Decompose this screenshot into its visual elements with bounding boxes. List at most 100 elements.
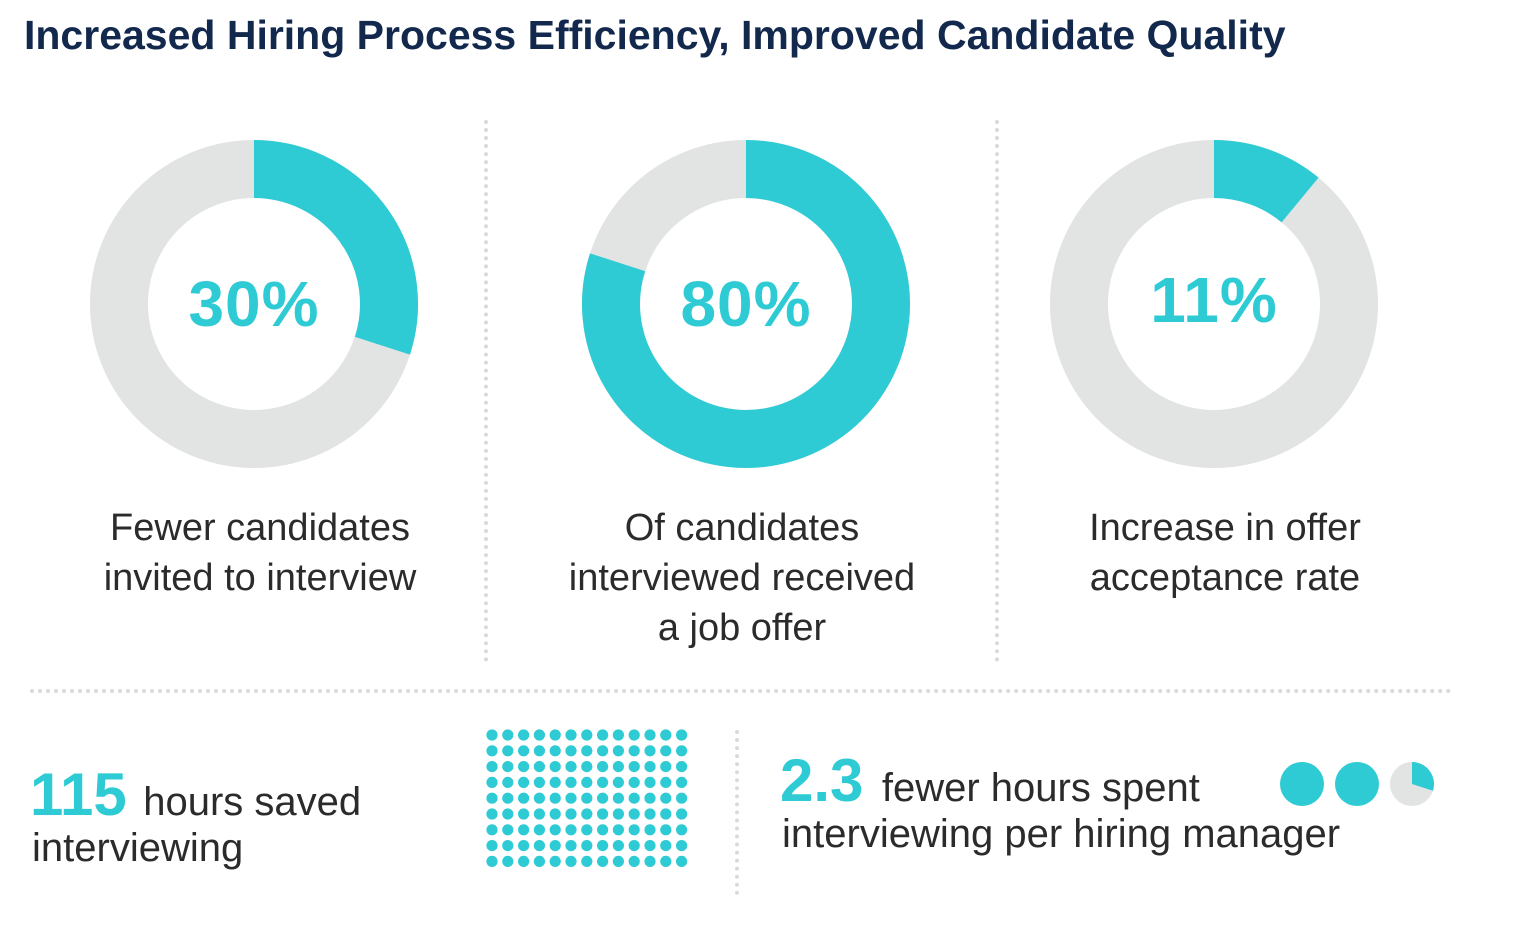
- hours-fraction-icons: [1280, 762, 1434, 806]
- dot: [660, 776, 672, 788]
- caption-line: Increase in offer: [1089, 507, 1361, 549]
- dot: [486, 776, 498, 788]
- dot: [644, 729, 656, 741]
- separator-vertical-bottom: [735, 730, 739, 895]
- dot: [612, 792, 624, 804]
- page-title: Increased Hiring Process Efficiency, Imp…: [24, 12, 1286, 58]
- donut-svg: [90, 140, 418, 468]
- dot: [628, 729, 640, 741]
- dot: [549, 792, 561, 804]
- dot: [597, 792, 609, 804]
- dot: [565, 840, 577, 852]
- partial-hour-icon-slice: [1412, 762, 1434, 791]
- dot: [502, 745, 514, 757]
- donut-value-label: 30%: [188, 268, 320, 340]
- dot: [644, 745, 656, 757]
- dot: [597, 761, 609, 773]
- dot: [581, 776, 593, 788]
- dot: [549, 761, 561, 773]
- dot: [628, 840, 640, 852]
- dot: [533, 855, 545, 867]
- dot: [549, 745, 561, 757]
- dot: [565, 792, 577, 804]
- donut-chart-fewer-candidates: 30%: [89, 139, 419, 469]
- dot: [612, 824, 624, 836]
- dot: [644, 792, 656, 804]
- dot: [565, 776, 577, 788]
- dot: [612, 840, 624, 852]
- caption-line: interviewed received: [568, 557, 916, 599]
- separator-vertical-2: [995, 120, 999, 662]
- full-hour-icon: [1335, 762, 1379, 806]
- dot: [502, 855, 514, 867]
- dot: [502, 840, 514, 852]
- stat-fewer-hours: 2.3 fewer hours spent: [780, 746, 1200, 815]
- dot: [518, 745, 530, 757]
- dot: [676, 840, 688, 852]
- dot: [581, 855, 593, 867]
- dot: [549, 855, 561, 867]
- dot: [644, 840, 656, 852]
- dot: [486, 840, 498, 852]
- stat-line1: hours saved: [143, 780, 362, 824]
- dot: [502, 792, 514, 804]
- full-hour-icon: [1280, 762, 1324, 806]
- donut-value-segment: [1213, 140, 1319, 223]
- dot: [581, 761, 593, 773]
- dot: [676, 808, 688, 820]
- stat-hours-saved-line2: interviewing: [32, 826, 244, 870]
- dot: [660, 840, 672, 852]
- dot: [660, 761, 672, 773]
- dot: [676, 761, 688, 773]
- dot: [549, 840, 561, 852]
- dot: [597, 824, 609, 836]
- dot: [502, 761, 514, 773]
- dot: [486, 745, 498, 757]
- separator-horizontal: [30, 689, 1452, 693]
- dot: [533, 776, 545, 788]
- donut-svg: [582, 140, 910, 468]
- caption-line: Fewer candidates: [110, 507, 410, 549]
- dot: [486, 729, 498, 741]
- dot: [549, 824, 561, 836]
- dot: [533, 840, 545, 852]
- dot: [628, 855, 640, 867]
- dot: [676, 855, 688, 867]
- dot: [533, 824, 545, 836]
- stat-fewer-hours-line2: interviewing per hiring manager: [782, 812, 1341, 856]
- dot: [612, 855, 624, 867]
- dot: [660, 824, 672, 836]
- separator-vertical-1: [484, 120, 488, 662]
- dot: [644, 776, 656, 788]
- dot: [581, 808, 593, 820]
- dot: [581, 824, 593, 836]
- dot: [533, 745, 545, 757]
- dot: [502, 729, 514, 741]
- dot: [502, 808, 514, 820]
- dot: [612, 729, 624, 741]
- dot: [628, 761, 640, 773]
- dot: [597, 745, 609, 757]
- caption-line: acceptance rate: [1089, 557, 1361, 599]
- dot: [565, 855, 577, 867]
- dot: [549, 729, 561, 741]
- dot: [597, 729, 609, 741]
- dot: [612, 776, 624, 788]
- dot: [581, 792, 593, 804]
- dot: [533, 761, 545, 773]
- dot: [518, 855, 530, 867]
- dot: [518, 840, 530, 852]
- dot: [660, 792, 672, 804]
- dot: [628, 824, 640, 836]
- dot: [581, 840, 593, 852]
- dot: [486, 855, 498, 867]
- dot: [533, 808, 545, 820]
- dot: [518, 729, 530, 741]
- donut-value-segment: [582, 140, 910, 468]
- dot: [612, 761, 624, 773]
- dot: [628, 745, 640, 757]
- stat-line1: fewer hours spent: [881, 766, 1200, 810]
- dot: [565, 824, 577, 836]
- donut-value-label: 11%: [1150, 264, 1278, 336]
- dot: [628, 808, 640, 820]
